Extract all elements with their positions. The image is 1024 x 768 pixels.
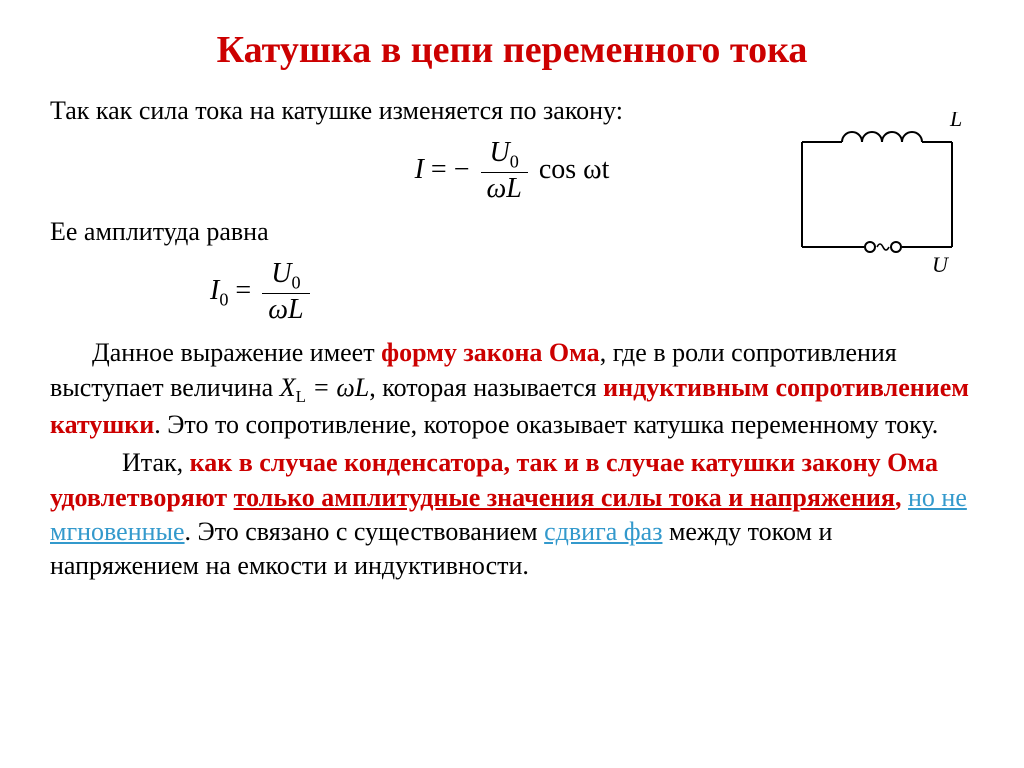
source-label: U xyxy=(932,252,950,277)
inductor-label: L xyxy=(949,112,962,131)
phase-shift: сдвига фаз xyxy=(544,517,662,546)
paragraph-ohm-form: Данное выражение имеет форму закона Ома,… xyxy=(50,336,974,442)
circuit-diagram: L U xyxy=(782,112,972,282)
page-title: Катушка в цепи переменного тока xyxy=(50,28,974,72)
ohm-law-form: форму закона Ома xyxy=(381,338,600,367)
paragraph-conclusion: Итак, как в случае конденсатора, так и в… xyxy=(50,446,974,583)
amplitude-only: только амплитудные значения силы тока и … xyxy=(234,483,895,512)
